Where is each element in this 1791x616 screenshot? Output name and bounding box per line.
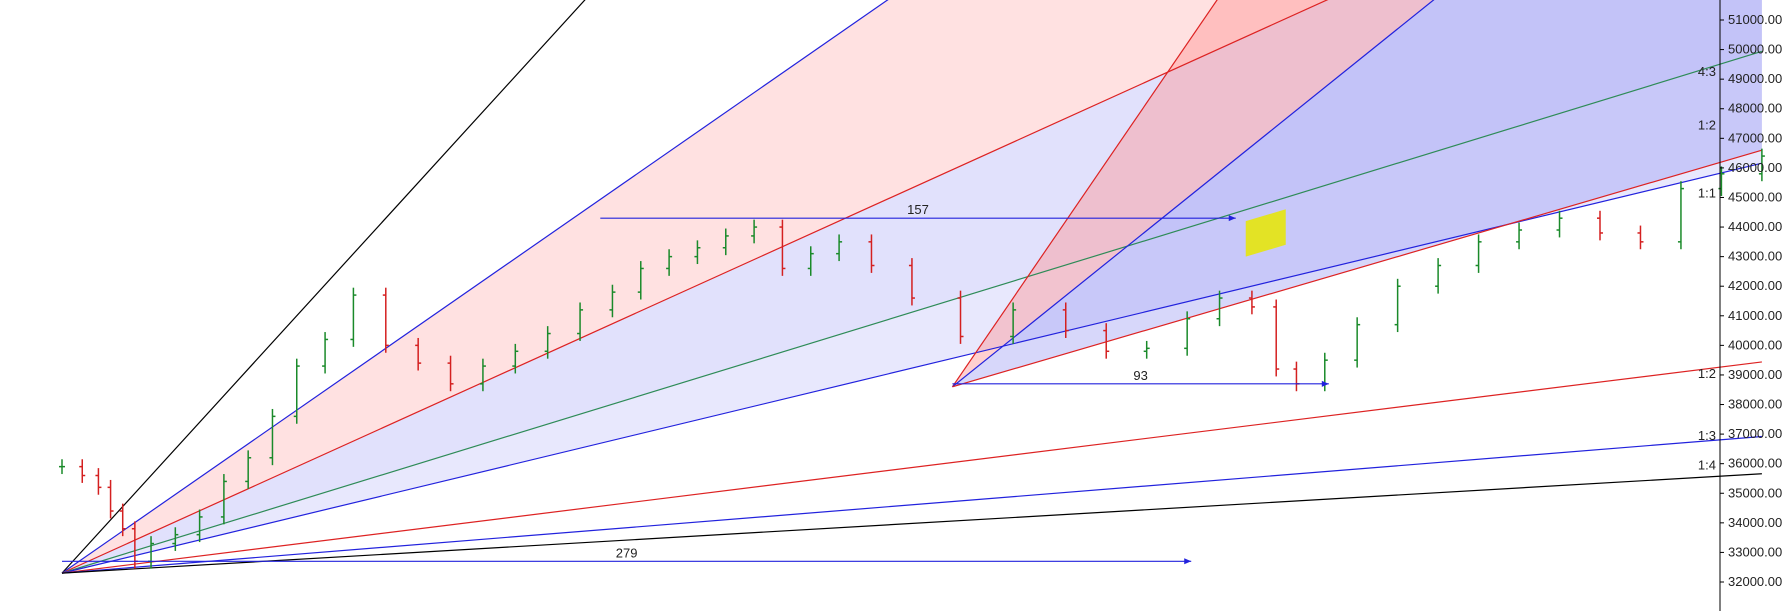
fan-line [952, 149, 1763, 388]
fan-line [61, 50, 1763, 574]
axis-tick-label: 46000.00 [1728, 160, 1782, 175]
fan-shade [952, 0, 1762, 387]
axis-tick-label: 34000.00 [1728, 515, 1782, 530]
fan-ratio-label: 1:4 [1698, 458, 1716, 473]
axis-tick-label: 36000.00 [1728, 456, 1782, 471]
fan-line [951, 0, 1218, 388]
axis-tick-label: 47000.00 [1728, 130, 1782, 145]
axis-tick-label: 41000.00 [1728, 308, 1782, 323]
fan-ratio-label: 1:3 [1698, 428, 1716, 443]
axis-tick-label: 51000.00 [1728, 12, 1782, 27]
axis-tick-label: 44000.00 [1728, 219, 1782, 234]
annotation-layer: 157 93 279 4:3 1:2 1:1 1:2 1:3 1:4 [62, 64, 1716, 565]
price-axis: 32000.00 33000.00 34000.00 35000.00 36000.00… [1719, 0, 1782, 611]
axis-tick-label: 48000.00 [1728, 101, 1782, 116]
fan-ratio-label: 1:1 [1698, 185, 1716, 200]
axis-tick-label: 45000.00 [1728, 189, 1782, 204]
arrow-head [1321, 380, 1329, 387]
axis-tick-label: 35000.00 [1728, 485, 1782, 500]
span-label: 279 [616, 545, 638, 560]
arrow-head [1184, 558, 1192, 565]
fan-ratio-label: 1:2 [1698, 117, 1716, 132]
axis-tick-label: 37000.00 [1728, 426, 1782, 441]
fan-lines-layer [61, 0, 1763, 574]
fan-line [61, 0, 586, 574]
arrow-head [1228, 215, 1236, 222]
axis-tick-label: 42000.00 [1728, 278, 1782, 293]
axis-tick-label: 32000.00 [1728, 574, 1782, 589]
fan-ratio-label: 1:2 [1698, 366, 1716, 381]
fan-line [952, 0, 1435, 388]
axis-tick-label: 33000.00 [1728, 544, 1782, 559]
axis-tick-label: 50000.00 [1728, 42, 1782, 57]
span-label: 93 [1133, 368, 1147, 383]
fan-line [61, 0, 1329, 574]
axis-tick-label: 49000.00 [1728, 71, 1782, 86]
axis-tick-label: 43000.00 [1728, 249, 1782, 264]
fan-line [61, 473, 1762, 574]
axis-tick-label: 38000.00 [1728, 397, 1782, 412]
fan-line [61, 0, 889, 574]
highlight-marker [1245, 209, 1286, 257]
fan-line [61, 162, 1763, 574]
fan-line [61, 435, 1762, 574]
span-label: 157 [907, 202, 929, 217]
fan-line [61, 361, 1762, 574]
axis-tick-label: 39000.00 [1728, 367, 1782, 382]
fan-ratio-label: 4:3 [1698, 64, 1716, 79]
axis-tick-label: 40000.00 [1728, 337, 1782, 352]
